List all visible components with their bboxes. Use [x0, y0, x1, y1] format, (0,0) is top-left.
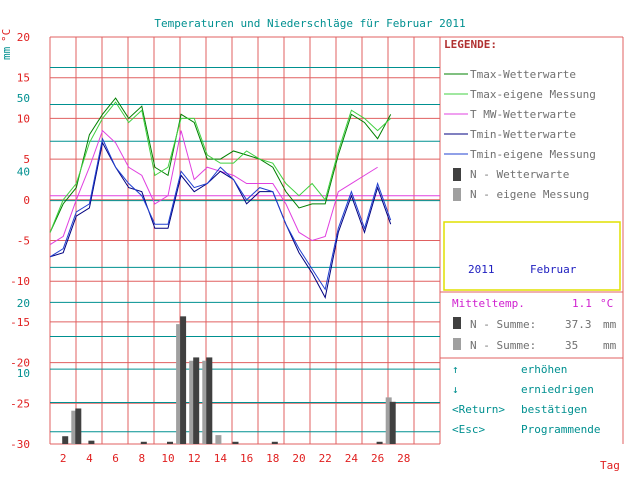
- y-tick-label: -15: [10, 316, 30, 329]
- precip-bar-station: [193, 357, 200, 444]
- mean-temp-label: Mitteltemp.: [452, 297, 525, 310]
- series-line: [49, 101, 392, 233]
- y-tick-label-mm: 20: [17, 297, 30, 310]
- precip-bar-own: [215, 435, 222, 444]
- esc-key-label: <Esc>: [452, 423, 485, 436]
- legend-label: N - Wetterwarte: [470, 168, 569, 181]
- sum2-label: N - Summe:: [470, 339, 536, 352]
- y-tick-label: -20: [10, 357, 30, 370]
- precip-bar-station: [206, 357, 213, 444]
- sum2-value: 35: [565, 339, 578, 352]
- chart-title: Temperaturen und Niederschläge für Febru…: [154, 17, 465, 30]
- sum1-unit: mm: [603, 318, 617, 331]
- series-line: [49, 129, 378, 245]
- series-line: [49, 137, 392, 291]
- esc-action-label: Programmende: [521, 423, 600, 436]
- up-action-label: erhöhen: [521, 363, 567, 376]
- x-tick-label: 22: [319, 452, 332, 465]
- precip-bar-station: [180, 316, 187, 444]
- precip-bar-own: [385, 397, 392, 444]
- x-tick-label: 14: [214, 452, 228, 465]
- x-tick-label: 20: [292, 452, 305, 465]
- x-tick-label: 6: [112, 452, 119, 465]
- period-box: 2011 Februar: [443, 221, 621, 291]
- grid: [49, 36, 441, 445]
- y-tick-label-mm: 50: [17, 92, 30, 105]
- x-tick-label: 24: [345, 452, 359, 465]
- controls-panel: ↑ erhöhen ↓ erniedrigen <Return> bestäti…: [452, 363, 600, 436]
- legend-label: T MW-Wetterwarte: [470, 108, 576, 121]
- legend-label: Tmin-eigene Messung: [470, 148, 596, 161]
- x-tick-label: 4: [86, 452, 93, 465]
- period-month: Februar: [530, 263, 577, 276]
- precip-bar-station: [376, 441, 383, 444]
- precip-bar-station: [140, 441, 147, 444]
- legend-heading: LEGENDE:: [444, 38, 497, 51]
- down-key-icon: ↓: [452, 383, 459, 396]
- x-tick-label: 16: [240, 452, 253, 465]
- precip-bar-station: [271, 441, 278, 444]
- legend-items: Tmax-Wetterwarte Tmax-eigene Messung T MW-…: [444, 68, 596, 201]
- precip-bar-own: [71, 410, 78, 444]
- precip-bar-own: [202, 360, 209, 444]
- precip-bar-own: [176, 324, 183, 444]
- down-action-label: erniedrigen: [521, 383, 594, 396]
- x-tick-label: 8: [138, 452, 145, 465]
- sum1-value: 37.3: [565, 318, 592, 331]
- precip-bar-station: [88, 440, 95, 444]
- return-key-label: <Return>: [452, 403, 505, 416]
- precip-bar-station: [389, 401, 396, 444]
- precip-bar-own: [189, 360, 196, 444]
- y-tick-label: -5: [17, 235, 30, 248]
- legend-label: Tmax-eigene Messung: [470, 88, 596, 101]
- x-tick-label: 28: [397, 452, 410, 465]
- y-tick-label: -25: [10, 397, 30, 410]
- precip-bars: [62, 316, 396, 444]
- sum1-label: N - Summe:: [470, 318, 536, 331]
- up-key-icon: ↑: [452, 363, 459, 376]
- mean-temp-value: 1.1: [572, 297, 592, 310]
- legend-swatch: [453, 168, 461, 181]
- y-tick-label-mm: 40: [17, 165, 30, 178]
- unit-mm-label: mm: [0, 46, 13, 60]
- precip-bar-station: [75, 408, 82, 444]
- y-tick-label: -10: [10, 275, 30, 288]
- sum2-swatch: [453, 338, 461, 350]
- x-tick-label: 10: [161, 452, 174, 465]
- x-axis-label: Tag: [600, 459, 620, 472]
- x-tick-label: 2: [60, 452, 67, 465]
- stats-panel: Mitteltemp. 1.1 °C N - Summe: 37.3 mm N …: [440, 291, 623, 359]
- mean-temp-unit: °C: [600, 297, 613, 310]
- precip-bar-station: [62, 436, 69, 444]
- legend-label: Tmin-Wetterwarte: [470, 128, 576, 141]
- y-tick-label: 15: [17, 72, 30, 85]
- temp-lines: [49, 97, 392, 299]
- legend-label: N - eigene Messung: [470, 188, 589, 201]
- y-tick-label: 5: [23, 153, 30, 166]
- y-tick-label: 20: [17, 31, 30, 44]
- unit-c-label: °C: [0, 29, 13, 42]
- sum2-unit: mm: [603, 339, 617, 352]
- x-tick-label: 26: [371, 452, 384, 465]
- legend-label: Tmax-Wetterwarte: [470, 68, 576, 81]
- period-year: 2011: [468, 263, 495, 276]
- precip-bar-station: [232, 441, 239, 444]
- series-line: [49, 97, 392, 233]
- return-action-label: bestätigen: [521, 403, 587, 416]
- x-axis: 2 4 6 8 10 12 14 16 18 20 22 24 26 28: [60, 452, 411, 465]
- precip-bar-station: [167, 441, 173, 444]
- x-tick-label: 18: [266, 452, 279, 465]
- y-tick-label-mm: 10: [17, 367, 30, 380]
- series-line: [49, 141, 392, 299]
- sum1-swatch: [453, 317, 461, 329]
- legend-panel: LEGENDE: Tmax-Wetterwarte Tmax-eigene Mes…: [440, 36, 624, 444]
- y-tick-label: 10: [17, 112, 30, 125]
- x-tick-label: 12: [188, 452, 201, 465]
- legend-swatch: [453, 188, 461, 201]
- y-tick-label: -30: [10, 438, 30, 451]
- y-tick-label: 0: [23, 194, 30, 207]
